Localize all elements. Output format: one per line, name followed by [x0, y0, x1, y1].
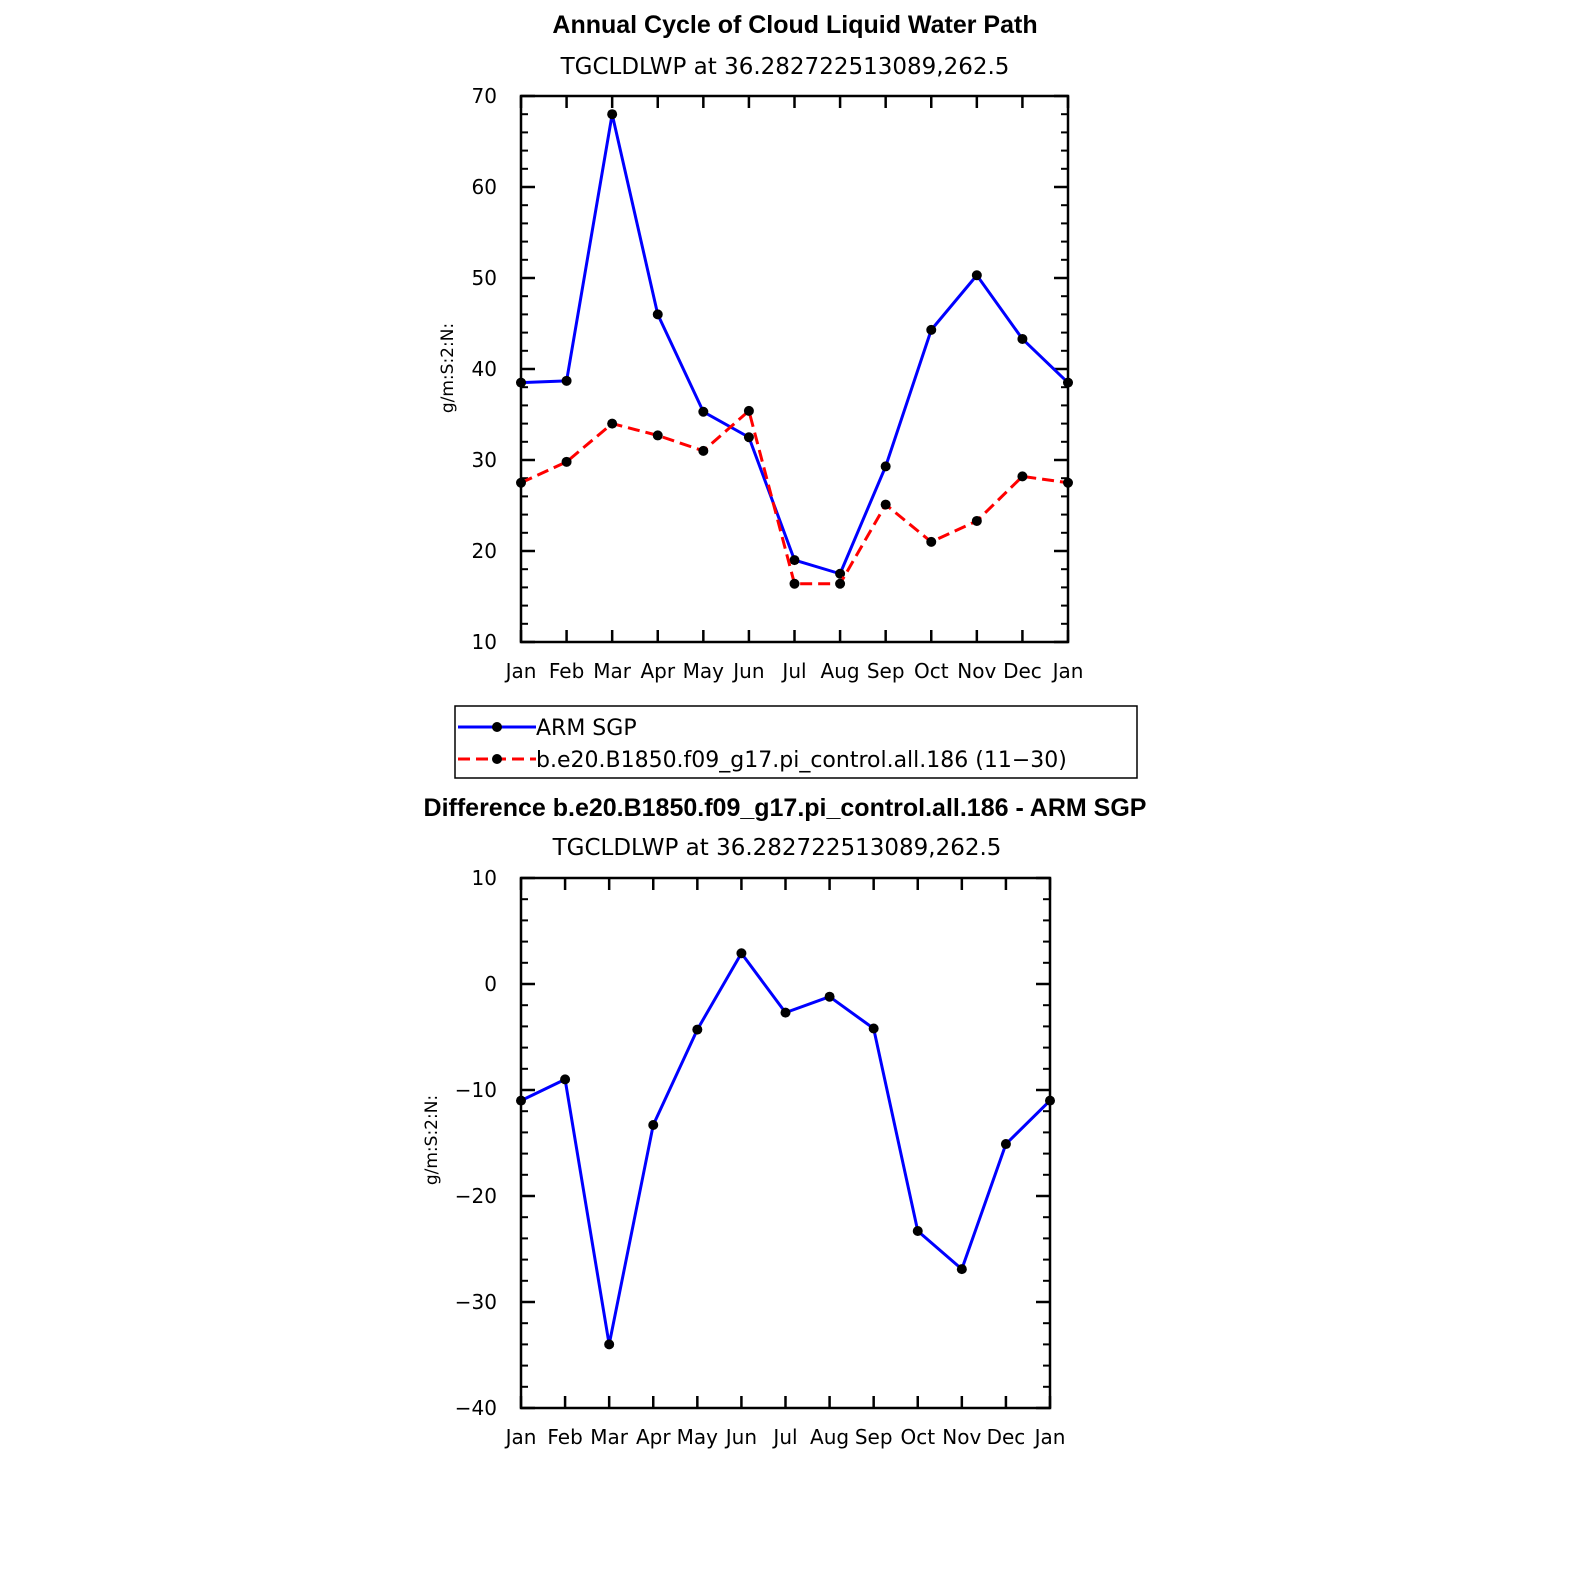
chart1-series-0-point [971, 270, 982, 281]
chart2-title: Difference b.e20.B1850.f09_g17.pi_contro… [424, 794, 1147, 822]
chart1-series [516, 109, 1073, 589]
chart1-series-0-line [520, 112, 1070, 576]
chart1-ytick-label: 30 [472, 448, 497, 472]
chart2-ytick-label: −20 [455, 1184, 497, 1208]
chart1-series-0-point [880, 461, 891, 472]
chart2-series-0-point [868, 1023, 879, 1034]
chart2-plot-frame [519, 876, 1052, 1410]
chart1-xtick-label: Jan [1051, 659, 1084, 683]
chart2-subtitle: TGCLDLWP at 36.282722513089,262.5 [552, 835, 1002, 861]
chart2-series [516, 948, 1055, 1350]
chart1-series-1-point [926, 536, 937, 547]
chart1-series-1-point [880, 499, 891, 510]
chart1-ytick-label: 10 [472, 630, 497, 654]
chart1-ytick-label: 40 [472, 357, 497, 381]
chart1-series-0-point [789, 555, 800, 566]
chart2-xtick-label: Apr [636, 1425, 671, 1449]
chart2-series-0-point [692, 1024, 703, 1035]
legend-label-model: b.e20.B1850.f09_g17.pi_control.all.186 (… [536, 748, 1067, 773]
chart1-ytick-label: 70 [472, 84, 497, 108]
chart1-xtick-label: Oct [914, 659, 949, 683]
chart1-xtick-label: Dec [1003, 659, 1042, 683]
chart2-xtick-label: Dec [987, 1425, 1026, 1449]
chart2-xtick-label: May [677, 1425, 719, 1449]
chart1-series-1-point [971, 515, 982, 526]
chart1-xtick-label: Jan [504, 659, 537, 683]
chart1-series-1-point [835, 578, 846, 589]
chart1-xtick-label: Apr [640, 659, 675, 683]
chart1-xtick-label: Jul [780, 659, 806, 683]
chart1-ytick-label: 60 [472, 175, 497, 199]
chart1-xtick-label: Sep [867, 659, 905, 683]
chart2-xtick-label: Aug [810, 1425, 849, 1449]
chart1-ytick-label: 20 [472, 539, 497, 563]
chart2-series-0-point [604, 1339, 615, 1350]
chart1-series-1-point [561, 456, 572, 467]
chart1-series-0-point [1017, 333, 1028, 344]
chart2-series-0-point [1000, 1139, 1011, 1150]
chart1-xtick-label: Feb [549, 659, 584, 683]
chart1-series-1-point [789, 578, 800, 589]
chart1-xtick-label: Nov [957, 659, 996, 683]
chart1-series-1-point [698, 445, 709, 456]
chart2-ytick-label: −10 [455, 1078, 497, 1102]
chart2-xtick-label: Jan [1033, 1425, 1066, 1449]
chart1-series-0-point [926, 324, 937, 335]
chart1-series-0-point [607, 109, 618, 120]
chart-annual-cycle: Annual Cycle of Cloud Liquid Water Path … [438, 11, 1138, 779]
legend-marker-model [492, 754, 502, 764]
chart1-series-1-point [1017, 471, 1028, 482]
chart2-series-0-point [560, 1074, 571, 1085]
chart1-series-0-point [835, 568, 846, 579]
chart1-xtick-label: Aug [821, 659, 860, 683]
chart1-series-1-point [652, 430, 663, 441]
chart2-series-0-point [736, 948, 747, 959]
chart2-series-0-point [956, 1264, 967, 1275]
chart-difference: Difference b.e20.B1850.f09_g17.pi_contro… [422, 794, 1146, 1449]
chart1-series-0-point [561, 375, 572, 386]
chart2-series-0-point [780, 1007, 791, 1018]
chart2-series-0-point [648, 1119, 659, 1130]
chart2-axes: Jan Feb Mar Apr May Jun Jul Aug Sep Oct Nov Dec Jan−… [455, 866, 1066, 1449]
chart1-ylabel: g/m:S:2:N: [438, 323, 458, 413]
chart1-xtick-label: May [683, 659, 725, 683]
chart1-xtick-label: Jun [731, 659, 764, 683]
chart1-series-0-point [652, 309, 663, 320]
chart1-axes: Jan Feb Mar Apr May Jun Jul Aug Sep Oct Nov Dec Jan 1… [472, 84, 1084, 683]
chart2-xtick-label: Jan [504, 1425, 537, 1449]
chart2-ylabel: g/m:S:2:N: [422, 1095, 442, 1185]
chart1-series-0-point [698, 406, 709, 417]
chart2-xtick-label: Jul [771, 1425, 797, 1449]
chart1-ytick-label: 50 [472, 266, 497, 290]
chart1-series-1-point [607, 418, 618, 429]
chart1-series-1-point [743, 405, 754, 416]
chart1-series-0-point [743, 432, 754, 443]
chart2-ytick-label: 10 [472, 866, 497, 890]
chart2-xtick-label: Jun [724, 1425, 757, 1449]
chart2-xtick-label: Nov [942, 1425, 981, 1449]
chart2-ytick-label: −30 [455, 1290, 497, 1314]
chart2-xtick-label: Feb [547, 1425, 582, 1449]
chart2-xtick-label: Mar [590, 1425, 629, 1449]
chart2-series-0-point [824, 991, 835, 1002]
chart2-ytick-label: −40 [455, 1396, 497, 1420]
chart2-xtick-label: Sep [855, 1425, 893, 1449]
chart2-xtick-label: Oct [900, 1425, 935, 1449]
chart1-xtick-label: Mar [593, 659, 632, 683]
chart1-title: Annual Cycle of Cloud Liquid Water Path [552, 11, 1037, 39]
legend-box [454, 705, 1138, 779]
legend-marker-arm-sgp [492, 722, 502, 732]
chart1-legend: ARM SGP b.e20.B1850.f09_g17.pi_control.a… [454, 705, 1138, 779]
chart1-plot-frame [519, 94, 1070, 644]
chart2-ytick-label: 0 [484, 972, 497, 996]
chart2-series-0-point [912, 1225, 923, 1236]
legend-label-arm-sgp: ARM SGP [536, 716, 637, 741]
chart1-subtitle: TGCLDLWP at 36.282722513089,262.5 [560, 54, 1010, 80]
